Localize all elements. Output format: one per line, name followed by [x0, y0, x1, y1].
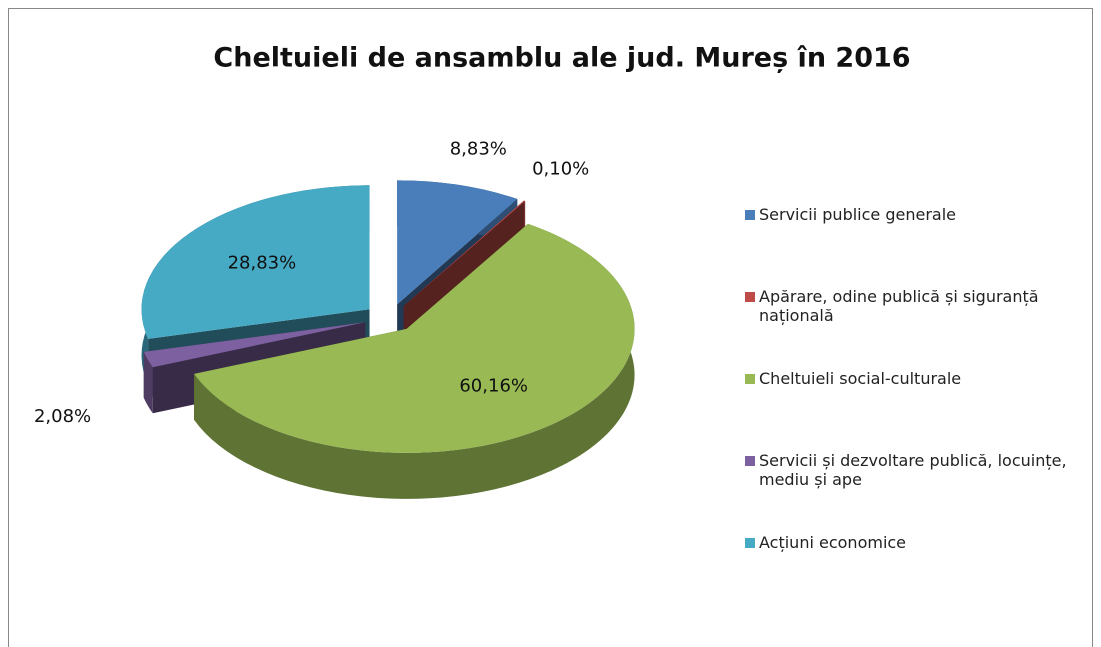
slice [397, 180, 518, 305]
legend-swatch [745, 292, 755, 302]
legend-label: Cheltuieli social-culturale [759, 369, 962, 388]
slice [194, 223, 635, 453]
legend-item: Servicii publice generale [745, 205, 1085, 287]
data-label: 8,83% [450, 138, 507, 159]
legend-item: Apărare, odine publică și siguranță nați… [745, 287, 1085, 369]
legend-swatch [745, 210, 755, 220]
legend-swatch [745, 374, 755, 384]
slice [143, 322, 366, 368]
data-label: 60,16% [459, 375, 528, 396]
legend-label: Acțiuni economice [759, 533, 907, 552]
legend-label: Servicii publice generale [759, 205, 956, 224]
legend-label: Servicii și dezvoltare publică, locuințe… [759, 451, 1067, 489]
slice [141, 185, 370, 339]
pie [141, 180, 635, 499]
legend: Servicii publice generale Apărare, odine … [745, 205, 1085, 615]
legend-item: Servicii și dezvoltare publică, locuințe… [745, 451, 1085, 533]
chart-frame [8, 8, 1093, 647]
legend-swatch [745, 456, 755, 466]
slice [403, 200, 526, 307]
data-label: 2,08% [34, 406, 91, 427]
legend-item: Acțiuni economice [745, 533, 1085, 615]
legend-swatch [745, 538, 755, 548]
chart-title: Cheltuieli de ansamblu ale jud. Mureș în… [213, 43, 910, 74]
data-label: 0,10% [532, 158, 589, 179]
slice-side [143, 351, 153, 414]
legend-label: Apărare, odine publică și siguranță nați… [759, 287, 1039, 325]
data-label: 28,83% [228, 252, 297, 273]
legend-item: Cheltuieli social-culturale [745, 369, 1085, 451]
slice [194, 223, 635, 499]
